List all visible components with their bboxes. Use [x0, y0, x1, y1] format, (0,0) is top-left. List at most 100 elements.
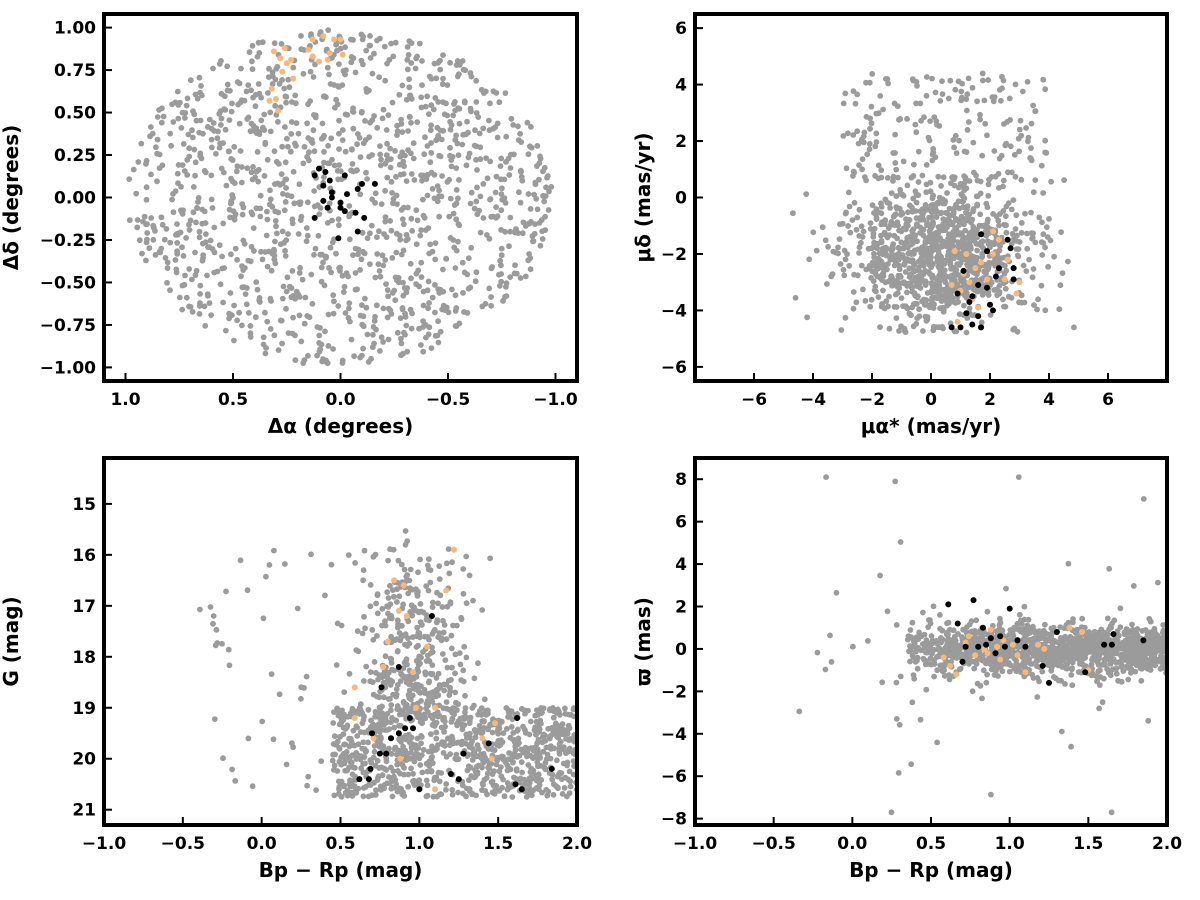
- field-star-point: [263, 345, 269, 351]
- field-star-point: [1069, 682, 1076, 689]
- field-star-point: [234, 317, 241, 324]
- field-star-point: [897, 274, 904, 280]
- field-star-point: [308, 271, 315, 278]
- field-star-point: [1001, 221, 1008, 228]
- field-star-point: [424, 192, 431, 199]
- field-star-point: [873, 214, 880, 221]
- field-star-point: [429, 186, 436, 192]
- field-star-point: [411, 686, 418, 692]
- field-star-point: [170, 191, 176, 197]
- field-star-point: [146, 245, 153, 252]
- field-star-point: [160, 113, 167, 120]
- field-star-point: [340, 731, 347, 738]
- field-star-point: [892, 291, 899, 298]
- field-star-point: [1044, 234, 1051, 241]
- field-star-point: [526, 786, 533, 792]
- series-members: [948, 231, 1017, 331]
- field-star-point: [929, 75, 935, 82]
- field-star-point: [408, 171, 415, 177]
- field-star-point: [926, 248, 932, 255]
- field-star-point: [471, 702, 477, 709]
- field-star-point: [841, 272, 848, 279]
- field-star-point: [219, 265, 226, 272]
- field-star-point: [403, 322, 410, 329]
- field-star-point: [205, 244, 211, 251]
- field-star-point: [186, 145, 193, 152]
- field-star-point: [372, 551, 379, 558]
- field-star-point: [952, 271, 959, 277]
- field-star-point: [1034, 663, 1040, 670]
- field-star-point: [228, 108, 235, 115]
- field-star-point: [929, 151, 936, 158]
- field-star-point: [862, 298, 869, 304]
- field-star-point: [276, 80, 283, 87]
- field-star-point: [813, 247, 820, 254]
- field-star-point: [962, 177, 969, 183]
- field-star-point: [362, 137, 369, 143]
- field-star-point: [204, 272, 210, 279]
- field-star-point: [336, 265, 342, 271]
- field-star-point: [923, 92, 930, 99]
- field-star-point: [418, 274, 425, 280]
- field-star-point: [500, 730, 507, 737]
- field-star-point: [325, 311, 332, 318]
- field-star-point: [387, 682, 394, 688]
- field-star-point: [1069, 665, 1075, 672]
- field-star-point: [393, 717, 399, 724]
- field-star-point: [389, 793, 396, 800]
- field-star-point: [181, 168, 188, 174]
- field-star-point: [218, 165, 225, 172]
- field-star-point: [502, 759, 509, 766]
- field-star-point: [974, 247, 980, 254]
- field-star-point: [985, 77, 991, 83]
- field-star-point: [512, 229, 518, 236]
- field-star-point: [197, 606, 203, 613]
- field-star-point: [339, 360, 346, 366]
- field-star-point: [152, 252, 159, 258]
- field-star-point: [443, 636, 450, 643]
- field-star-point: [197, 291, 204, 297]
- field-star-point: [408, 119, 414, 126]
- field-star-point: [842, 256, 849, 263]
- field-star-point: [792, 294, 799, 301]
- field-star-point: [929, 157, 936, 164]
- field-star-point: [536, 220, 543, 226]
- field-star-point: [210, 613, 217, 619]
- field-star-point: [435, 286, 442, 293]
- field-star-point: [881, 305, 888, 312]
- field-star-point: [300, 160, 307, 167]
- field-star-point: [474, 184, 480, 191]
- field-star-point: [261, 173, 268, 179]
- field-star-point: [321, 282, 328, 289]
- field-star-point: [414, 53, 420, 60]
- field-star-point: [421, 214, 428, 221]
- field-star-point: [404, 56, 411, 63]
- field-star-point: [455, 221, 462, 227]
- field-star-point: [840, 100, 847, 107]
- field-star-point: [842, 314, 849, 321]
- field-star-point: [468, 244, 475, 251]
- field-star-point: [369, 627, 376, 633]
- field-star-point: [346, 203, 353, 209]
- field-star-point: [822, 237, 829, 244]
- member-star-point: [378, 684, 385, 691]
- field-star-point: [498, 191, 505, 198]
- field-star-point: [1061, 642, 1068, 648]
- field-star-point: [534, 143, 541, 149]
- field-star-point: [527, 718, 534, 725]
- highlight-star-point: [281, 45, 288, 51]
- field-star-point: [409, 634, 416, 640]
- field-star-point: [322, 328, 328, 335]
- highlight-star-point: [978, 259, 985, 266]
- field-star-point: [364, 235, 371, 242]
- field-star-point: [361, 754, 368, 760]
- field-star-point: [374, 757, 381, 764]
- field-star-point: [153, 144, 159, 151]
- field-star-point: [418, 733, 425, 739]
- field-star-point: [372, 190, 379, 197]
- field-star-point: [427, 159, 434, 166]
- field-star-point: [1042, 86, 1049, 93]
- field-star-point: [150, 236, 157, 243]
- field-star-point: [416, 777, 423, 783]
- field-star-point: [456, 120, 463, 127]
